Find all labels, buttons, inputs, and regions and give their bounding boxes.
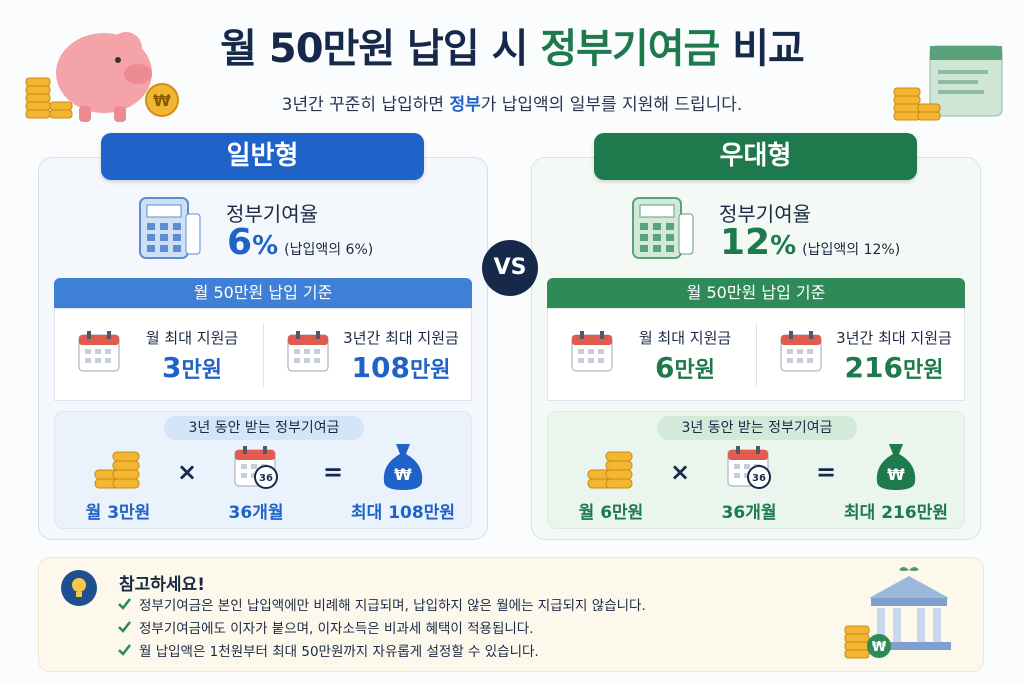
notice-item: 월 납입액은 1천원부터 최대 50만원까지 자유롭게 설정할 수 있습니다. (139, 644, 539, 660)
check-icon (118, 644, 131, 656)
calendar-icon (780, 331, 822, 372)
rate-unit: % (252, 231, 279, 261)
notice-item: 정부기여금은 본인 납입액에만 비례해 지급되며, 납입하지 않은 월에는 지급… (139, 598, 646, 614)
monthly-amount: 월 3만원 (85, 503, 151, 523)
title-part: 월 50만원 납입 시 (220, 26, 541, 72)
monthly-amount: 월 6만원 (578, 503, 644, 523)
formula-box: 3년 동안 받는 정부기여금 × 36 = ₩ 월 3만원 36개월 최대 10… (54, 411, 472, 529)
calendar-icon (78, 331, 120, 372)
notice-item: 정부기여금에도 이자가 붙으며, 이자소득은 비과세 혜택이 적용됩니다. (139, 621, 534, 637)
months: 36개월 (228, 503, 284, 523)
plan-name: 우대형 (594, 133, 917, 180)
subtitle-part: 가 납입액의 일부를 지원해 드립니다. (480, 95, 743, 115)
notice-title: 참고하세요! (119, 575, 205, 595)
calendar-icon (287, 331, 329, 372)
plan-name: 일반형 (101, 133, 424, 180)
rate: 12% (납입액의 12%) (720, 222, 900, 263)
item-amount: 216만원 (829, 351, 959, 384)
times-sign: × (176, 458, 198, 486)
subtitle-part: 3년간 꾸준히 납입하면 (281, 95, 450, 115)
coins-icon (587, 451, 633, 489)
times-sign: × (669, 458, 691, 486)
amount-number: 3 (162, 351, 182, 384)
rate-label: 정부기여율 (719, 202, 811, 226)
calendar-icon (571, 331, 613, 372)
calendar-icon: 36 (727, 446, 771, 489)
formula-title: 3년 동안 받는 정부기여금 (164, 416, 364, 440)
rate: 6% (납입액의 6%) (227, 222, 373, 263)
total-amount: 최대 216만원 (844, 503, 948, 523)
amount-unit: 만원 (674, 358, 715, 383)
amount-number: 6 (655, 351, 675, 384)
divider (263, 323, 264, 387)
support-box: 월 최대 지원금 3만원 3년간 최대 지원금 108만원 (54, 308, 472, 401)
rate-label: 정부기여율 (226, 202, 318, 226)
item-amount: 108만원 (336, 351, 466, 384)
months: 36개월 (721, 503, 777, 523)
plan-panel: 우대형 정부기여율 12% (납입액의 12%) 월 50만원 납입 기준 월 최… (531, 133, 981, 540)
amount-number: 108 (351, 351, 410, 384)
rate-note: (납입액의 6%) (284, 242, 374, 258)
amount-unit: 만원 (902, 358, 944, 383)
rate-unit: % (770, 231, 797, 261)
amount-number: 216 (844, 351, 903, 384)
formula-box: 3년 동안 받는 정부기여금 × 36 = ₩ 월 6만원 36개월 최대 21… (547, 411, 965, 529)
item-label: 3년간 최대 지원금 (343, 329, 459, 347)
notice-box: 참고하세요! 정부기여금은 본인 납입액에만 비례해 지급되며, 납입하지 않은… (38, 557, 984, 672)
title: 월 50만원 납입 시 정부기여금 비교 (0, 16, 1024, 74)
check-icon (118, 598, 131, 610)
money-bag-icon: ₩ (876, 444, 916, 490)
total-amount: 최대 108만원 (351, 503, 455, 523)
item-label: 월 최대 지원금 (638, 329, 732, 347)
support-box: 월 최대 지원금 6만원 3년간 최대 지원금 216만원 (547, 308, 965, 401)
basis-bar: 월 50만원 납입 기준 (547, 278, 965, 308)
calculator-icon (139, 197, 201, 259)
coins-icon (94, 451, 140, 489)
formula-title: 3년 동안 받는 정부기여금 (657, 416, 857, 440)
plan-panel: 일반형 정부기여율 6% (납입액의 6%) 월 50만원 납입 기준 월 최대 … (38, 133, 488, 540)
money-bag-icon: ₩ (383, 444, 423, 490)
svg-text:₩: ₩ (394, 465, 412, 484)
subtitle: 3년간 꾸준히 납입하면 정부가 납입액의 일부를 지원해 드립니다. (0, 90, 1024, 115)
item-amount: 3만원 (127, 351, 257, 384)
item-amount: 6만원 (620, 351, 750, 384)
piggy-bank-illustration: ₩ (25, 32, 179, 122)
amount-unit: 만원 (181, 358, 222, 383)
rate-number: 6 (227, 222, 253, 263)
amount-unit: 만원 (409, 358, 451, 383)
rate-note: (납입액의 12%) (802, 242, 901, 258)
svg-text:₩: ₩ (153, 91, 171, 110)
vs-badge: VS (482, 240, 538, 296)
svg-text:₩: ₩ (887, 465, 905, 484)
check-icon (118, 621, 131, 633)
item-label: 월 최대 지원금 (145, 329, 239, 347)
card-illustration (893, 45, 1003, 121)
equals-sign: = (815, 458, 837, 486)
rate-number: 12 (720, 222, 771, 263)
bulb-icon (61, 570, 97, 606)
title-highlight: 정부기여금 (540, 26, 720, 72)
months-badge: 36 (752, 473, 766, 484)
calculator-icon (632, 197, 694, 259)
calendar-icon: 36 (234, 446, 278, 489)
item-label: 3년간 최대 지원금 (836, 329, 952, 347)
basis-bar: 월 50만원 납입 기준 (54, 278, 472, 308)
divider (756, 323, 757, 387)
subtitle-highlight: 정부 (449, 95, 481, 115)
bank-illustration: ₩ (844, 567, 951, 659)
svg-text:₩: ₩ (872, 640, 887, 655)
equals-sign: = (322, 458, 344, 486)
title-part: 비교 (719, 26, 805, 72)
months-badge: 36 (259, 473, 273, 484)
